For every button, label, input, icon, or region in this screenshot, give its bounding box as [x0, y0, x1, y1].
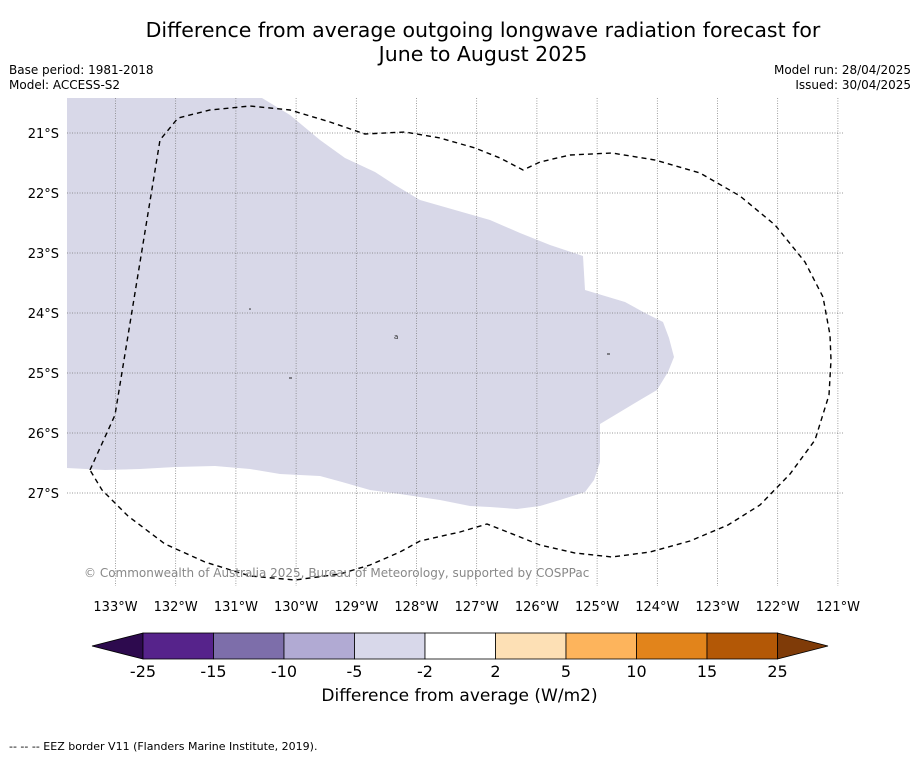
colorbar-tick-label: 10 — [626, 662, 646, 681]
colorbar-segment — [495, 632, 567, 660]
longitude-label: 129°W — [334, 600, 378, 615]
title-line-2: June to August 2025 — [378, 42, 588, 66]
longitude-label: 132°W — [154, 600, 198, 615]
latitude-label: 21°S — [28, 127, 59, 142]
colorbar-ticks: -25 -15 -10 -5 -2 2 5 10 15 25 — [130, 662, 788, 681]
eez-border — [89, 105, 832, 581]
model-run: Model run: 28/04/2025 — [773, 63, 911, 77]
longitude-label: 131°W — [214, 600, 258, 615]
longitude-label: 124°W — [635, 600, 679, 615]
longitude-label: 125°W — [575, 600, 619, 615]
latitude-label: 27°S — [28, 487, 59, 502]
colorbar-segment — [142, 632, 214, 660]
latitude-label: 25°S — [28, 367, 59, 382]
meta-left: Base period: 1981-2018 Model: ACCESS-S2 — [9, 63, 154, 93]
model-name: Model: ACCESS-S2 — [9, 78, 121, 92]
colorbar-title: Difference from average (W/m2) — [321, 686, 598, 706]
latitude-label: 23°S — [28, 247, 59, 262]
longitude-label: 123°W — [695, 600, 739, 615]
colorbar-extend-high — [777, 632, 829, 660]
anomaly-shaded-region — [67, 98, 674, 509]
colorbar-tick-label: 2 — [490, 662, 500, 681]
artifact-glyph: a — [394, 333, 398, 341]
base-period: Base period: 1981-2018 — [9, 63, 154, 77]
latitude-label: 22°S — [28, 187, 59, 202]
longitude-label: 122°W — [756, 600, 800, 615]
colorbar — [91, 632, 829, 660]
colorbar-tick-label: -15 — [200, 662, 226, 681]
longitude-label: 128°W — [394, 600, 438, 615]
colorbar-tick-label: -2 — [417, 662, 433, 681]
gridlines — [67, 98, 843, 586]
longitude-label: 121°W — [816, 600, 860, 615]
eez-footer-note: -- -- -- EEZ border V11 (Flanders Marine… — [9, 740, 318, 753]
colorbar-segment — [424, 632, 496, 660]
colorbar-tick-label: -25 — [130, 662, 156, 681]
colorbar-tick-label: 15 — [697, 662, 717, 681]
map-title: Difference from average outgoing longwav… — [0, 18, 919, 66]
longitude-label: 130°W — [274, 600, 318, 615]
meta-right: Model run: 28/04/2025 Issued: 30/04/2025 — [774, 63, 911, 93]
longitude-label: 127°W — [455, 600, 499, 615]
longitude-label: 126°W — [515, 600, 559, 615]
colorbar-tick-label: -5 — [347, 662, 363, 681]
latitude-label: 26°S — [28, 427, 59, 442]
colorbar-tick-label: 5 — [561, 662, 571, 681]
copyright-text: © Commonwealth of Australia 2025, Bureau… — [84, 566, 589, 580]
colorbar-tick-label: 25 — [767, 662, 787, 681]
latitude-label: 24°S — [28, 307, 59, 322]
latitude-labels: 21°S 22°S 23°S 24°S 25°S 26°S 27°S — [28, 127, 59, 502]
colorbar-segment — [565, 632, 637, 660]
issued-date: Issued: 30/04/2025 — [795, 78, 911, 92]
colorbar-segment — [636, 632, 708, 660]
colorbar-segment — [354, 632, 426, 660]
longitude-label: 133°W — [93, 600, 137, 615]
title-line-1: Difference from average outgoing longwav… — [145, 18, 821, 42]
artifact-dot — [249, 308, 251, 310]
colorbar-extend-low — [91, 632, 144, 660]
colorbar-tick-label: -10 — [271, 662, 297, 681]
colorbar-segment — [706, 632, 778, 660]
colorbar-segment — [213, 632, 285, 660]
longitude-labels: 133°W 132°W 131°W 130°W 129°W 128°W 127°W 126°W… — [93, 600, 860, 615]
colorbar-segment — [283, 632, 355, 660]
